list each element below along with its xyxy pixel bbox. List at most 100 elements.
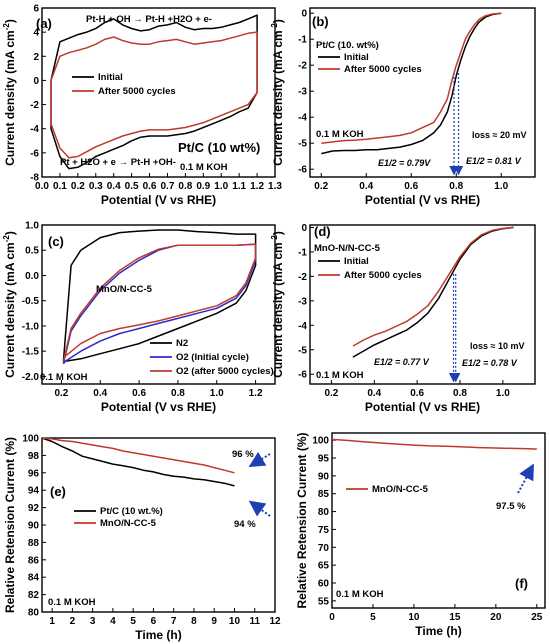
legend-label: Pt/C (10 wt.%) <box>100 506 163 517</box>
y-tick-label: 65 <box>318 561 330 572</box>
x-axis-label: Time (h) <box>135 628 181 642</box>
y-tick-label: -5 <box>298 345 307 356</box>
x-tick-label: 20 <box>490 612 502 623</box>
panel-d-annotations: MnO-N/N-CC-5 0.1 M KOH loss ≈ 10 mV E1/2… <box>314 243 524 381</box>
annot-b-e12-initial: E1/2 = 0.79V <box>378 158 431 168</box>
y-tick-label: -4 <box>298 321 307 332</box>
y-tick-label: 0.5 <box>25 246 39 257</box>
y-tick-label: 0.0 <box>25 271 39 282</box>
arrow-f-975 <box>517 463 534 494</box>
x-axis-label: Potential (V vs RHE) <box>365 400 480 414</box>
legend-label: O2 (Initial cycle) <box>176 352 249 363</box>
x-tick-label: 0.2 <box>54 388 68 399</box>
y-tick-label: 100 <box>312 436 329 447</box>
annot-b-electrolyte: 0.1 M KOH <box>316 129 364 140</box>
y-tick-label: -4 <box>30 124 39 135</box>
series-line <box>62 243 257 365</box>
plot-frame <box>331 432 546 609</box>
y-tick-label: 1.0 <box>25 221 39 232</box>
series-line <box>62 243 257 362</box>
series-line <box>62 229 257 363</box>
y-tick-label: -2 <box>298 272 307 283</box>
x-tick-label: 0.7 <box>161 181 175 192</box>
x-tick-label: 0 <box>329 612 335 623</box>
annot-f-975: 97.5 % <box>496 501 526 512</box>
panel-label: (f) <box>515 576 528 591</box>
arrow-e-94 <box>248 500 271 517</box>
x-tick-label: 12 <box>269 616 281 627</box>
panel-e-annotations: 96 % 94 % 0.1 M KOH <box>48 449 271 608</box>
x-tick-label: 0.0 <box>35 181 49 192</box>
y-tick-label: 82 <box>28 590 40 601</box>
annot-d-electrolyte: 0.1 M KOH <box>316 370 364 381</box>
y-tick-label: 96 <box>28 468 40 479</box>
annot-e-electrolyte: 0.1 M KOH <box>48 597 96 608</box>
legend-label: N2 <box>176 338 188 349</box>
x-tick-label: 11 <box>249 616 260 627</box>
panel-label: (e) <box>50 484 66 499</box>
x-tick-label: 2 <box>70 616 76 627</box>
y-tick-label: 6 <box>33 4 39 15</box>
x-tick-label: 3 <box>90 616 96 627</box>
x-axis-label: Time (h) <box>415 624 461 638</box>
x-axis-label: Potential (V vs RHE) <box>365 193 480 207</box>
x-tick-label: 0.8 <box>453 388 467 399</box>
x-tick-label: 8 <box>191 616 197 627</box>
y-tick-label: 75 <box>318 525 330 536</box>
panel-d: 0.2 0.4 0.6 0.8 1.0 0 -1 -2 -3 -4 -5 -6 Potential (V… <box>270 223 536 414</box>
series-line <box>352 226 514 358</box>
x-tick-label: 0.2 <box>314 181 328 192</box>
y-tick-label: 4 <box>33 28 39 39</box>
panel-b: 0.2 0.4 0.6 0.8 1.0 0 -1 -2 -3 -4 -5 -6 Potential (V… <box>270 7 536 207</box>
panel-f-annotations: 97.5 % 0.1 M KOH <box>336 463 534 600</box>
x-tick-label: 0.5 <box>125 181 139 192</box>
y-axis-label: Current density (mA cm-2) <box>2 19 17 166</box>
x-tick-label: 1.3 <box>268 181 282 192</box>
annot-b-loss: loss ≈ 20 mV <box>472 130 526 140</box>
panel-label: (a) <box>36 16 52 31</box>
annot-d-loss: loss ≈ 10 mV <box>470 341 524 351</box>
x-axis-label: Potential (V vs RHE) <box>101 400 216 414</box>
x-tick-label: 0.8 <box>449 181 463 192</box>
x-tick-label: 1.0 <box>214 181 228 192</box>
y-tick-label: -2 <box>30 100 39 111</box>
plot-frame <box>41 7 276 178</box>
y-tick-label: 86 <box>28 555 40 566</box>
y-tick-label: 85 <box>318 489 330 500</box>
y-tick-label: -2 <box>298 61 307 72</box>
y-tick-label: 90 <box>28 521 40 532</box>
y-tick-label: 0 <box>33 76 39 87</box>
y-tick-label: 100 <box>22 434 39 445</box>
x-tick-label: 25 <box>531 612 543 623</box>
x-tick-label: 15 <box>449 612 461 623</box>
legend-label: Initial <box>98 72 123 83</box>
panel-label: (c) <box>48 234 64 249</box>
x-tick-label: 1.0 <box>210 388 224 399</box>
y-axis-label: Current density (mA cm-2) <box>270 19 285 166</box>
y-axis-label: Relative Retension Current (%) <box>3 437 17 613</box>
x-tick-label: 10 <box>408 612 420 623</box>
annot-c-electrolyte: 0.1 M KOH <box>40 372 88 383</box>
plot-frame <box>309 7 536 178</box>
y-tick-label: 0 <box>301 9 307 20</box>
y-tick-label: 0 <box>301 223 307 234</box>
legend-label: O2 (after 5000 cycles) <box>176 366 274 377</box>
y-tick-label: -3 <box>298 87 307 98</box>
plot-frame <box>41 224 276 385</box>
y-tick-label: 80 <box>318 507 330 518</box>
x-tick-label: 1.2 <box>249 388 263 399</box>
annot-a-bottom: Pt + H2O + e → Pt-H +OH- <box>60 157 176 168</box>
y-tick-label: 95 <box>318 454 330 465</box>
x-tick-label: 1.2 <box>250 181 264 192</box>
y-tick-label: 55 <box>318 596 330 607</box>
x-tick-label: 0.6 <box>404 181 418 192</box>
x-tick-label: 0.1 <box>53 181 67 192</box>
legend-label: After 5000 cycles <box>98 86 176 97</box>
annot-d-catalyst: MnO-N/N-CC-5 <box>314 243 381 254</box>
legend-label: MnO/N-CC-5 <box>100 518 157 529</box>
panel-c-annotations: MnO/N-CC-5 0.1 M KOH <box>40 284 153 383</box>
y-axis-label: Current density (mA cm-2) <box>2 231 17 378</box>
legend-label: After 5000 cycles <box>344 64 422 75</box>
x-tick-label: 1 <box>49 616 55 627</box>
